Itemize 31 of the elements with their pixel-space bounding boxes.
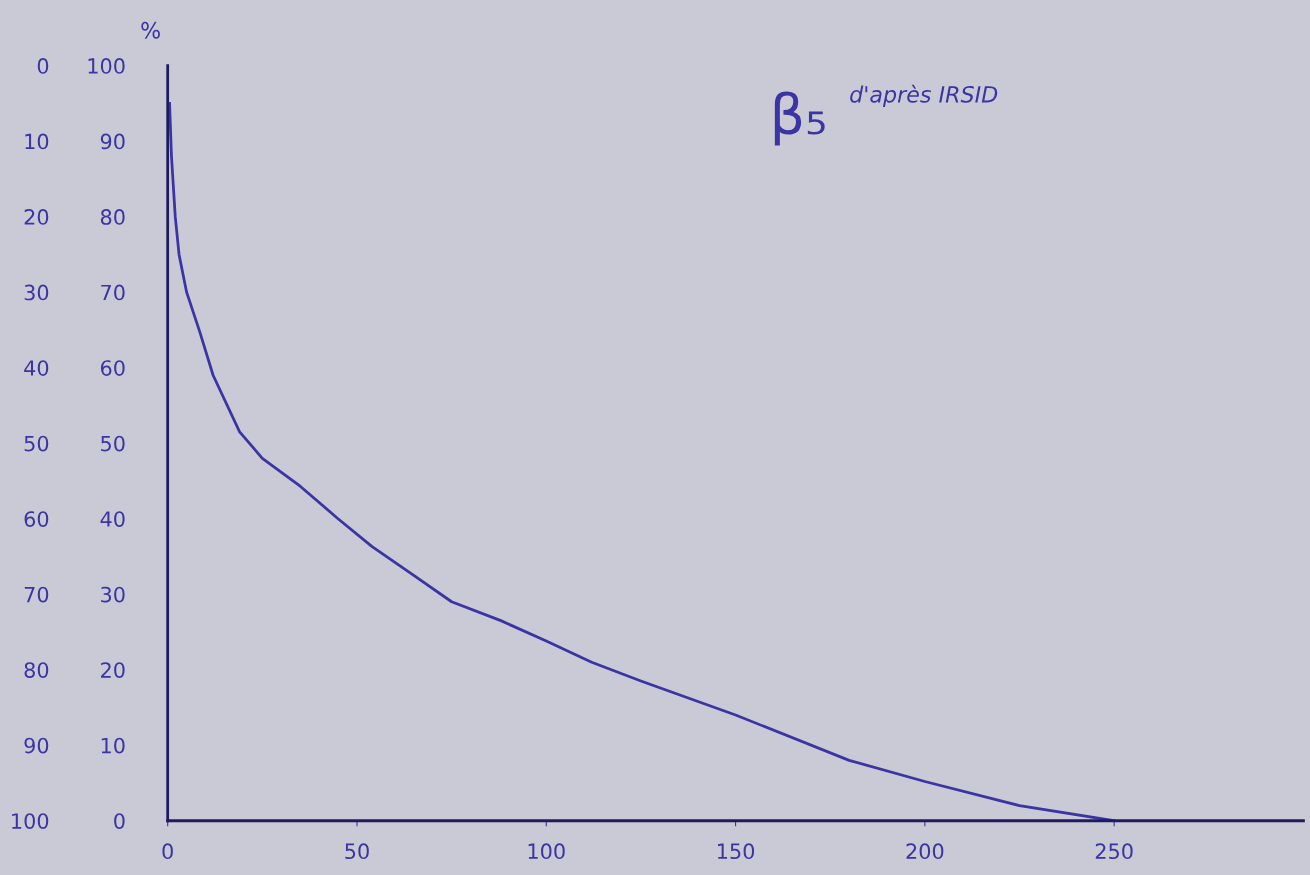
y-tick-label: 0	[114, 813, 125, 829]
y2-tick-label: 100	[12, 813, 49, 829]
y2-tick-label: 70	[24, 586, 49, 603]
y-axis-title: %	[141, 21, 160, 39]
y-tick-label: 60	[100, 360, 125, 376]
y-tick-label: 30	[101, 586, 125, 603]
y-tick-label: 20	[101, 662, 125, 678]
y2-tick-label: 40	[24, 360, 49, 376]
y2-tick-label: 90	[24, 737, 49, 754]
y-tick-label: 70	[101, 284, 125, 301]
y2-tick-label: 80	[24, 662, 49, 678]
x-tick-label: 150	[717, 843, 755, 860]
y-tick-label: 100	[88, 58, 125, 74]
y-tick-label: 90	[100, 133, 125, 150]
x-tick-label: 0	[162, 843, 173, 860]
y2-tick-label: 0	[37, 58, 49, 74]
x-tick-label: 200	[906, 843, 944, 860]
y2-tick-label: 30	[24, 284, 49, 301]
x-tick-label: 100	[528, 843, 565, 860]
y2-tick-label: 10	[25, 133, 49, 150]
y2-tick-label: 20	[24, 209, 49, 225]
annotation: β₅	[774, 91, 825, 146]
y2-tick-label: 50	[24, 435, 49, 452]
y-tick-label: 40	[100, 511, 125, 527]
annotation: d'après IRSID	[850, 84, 998, 108]
y2-tick-label: 60	[24, 511, 49, 527]
x-tick-label: 250	[1095, 843, 1133, 860]
y-tick-label: 10	[101, 737, 125, 754]
y-tick-label: 50	[101, 435, 125, 452]
y-tick-label: 80	[100, 209, 125, 225]
x-tick-label: 50	[345, 843, 369, 860]
